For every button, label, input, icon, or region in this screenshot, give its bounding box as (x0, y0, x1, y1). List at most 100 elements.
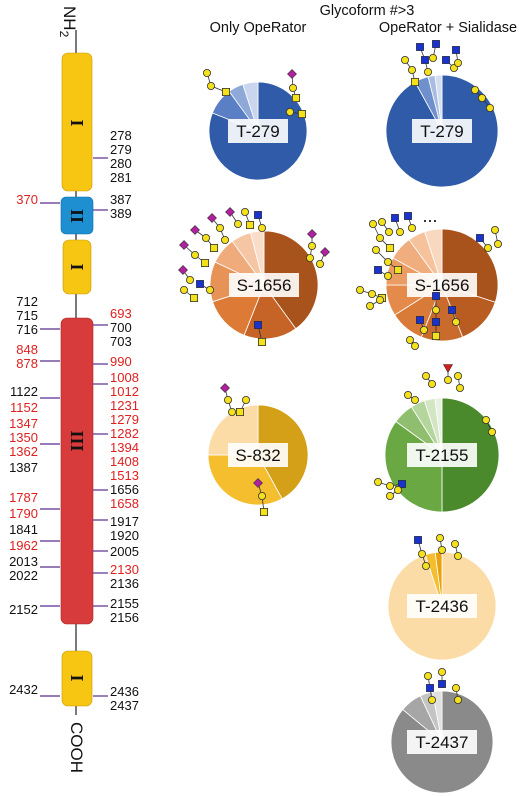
galactose-symbol (220, 235, 229, 244)
site-label-right: 2130 (110, 562, 139, 577)
pie-slice (242, 81, 259, 132)
pie-t-279-operator_sialidase: T-279 (385, 74, 499, 188)
sialic-acid-symbol (190, 225, 200, 235)
galactose-symbol (450, 540, 459, 549)
glcnac-symbol (432, 318, 440, 326)
domain-III (60, 317, 94, 625)
site-label-left: 1962 (9, 538, 38, 553)
site-label-right: 693 (110, 306, 132, 321)
glcnac-symbol (414, 536, 422, 544)
pie-slice (434, 74, 443, 132)
site-label-right: 1920 (110, 528, 139, 543)
more-glycans-marker: ... (422, 206, 437, 226)
galactose-symbol (419, 325, 428, 334)
galnac-symbol (393, 265, 402, 274)
galactose-symbol (371, 245, 380, 254)
c-terminus-label: COOH (67, 722, 86, 773)
galactose-symbol (257, 223, 266, 232)
pie-label-box (407, 273, 477, 297)
galactose-symbol (241, 395, 250, 404)
glycoform-pies: T-279 T-279 S-1656 S-1656 S-832 T-2155 T-2436 T… (207, 74, 500, 794)
site-label-right: 1008 (110, 370, 139, 385)
pie-label-box (229, 273, 299, 297)
column-header-only-operator: Only OpeRator (210, 20, 307, 36)
galactose-symbol (423, 68, 432, 77)
glycan-structures (178, 40, 502, 705)
site-label-left: 712 (16, 294, 38, 309)
glcnac-symbol (452, 46, 460, 54)
galactose-symbol (240, 207, 249, 216)
domain-label-II: II (67, 209, 87, 223)
site-label-right: 1408 (110, 454, 139, 469)
site-label-left: 1790 (9, 506, 38, 521)
galactose-symbol (383, 271, 392, 280)
galactose-symbol (385, 481, 394, 490)
site-label-right: 2436 (110, 684, 139, 699)
glcnac-symbol (254, 321, 262, 329)
pie-s-1656-operator_sialidase: S-1656 (385, 228, 499, 342)
galactose-symbol (400, 56, 409, 65)
galactose-symbol (202, 69, 211, 78)
sialic-acid-symbol (207, 213, 217, 223)
pie-slice (390, 690, 494, 794)
glcnac-symbol (442, 56, 450, 64)
pie-slice (424, 228, 443, 286)
pie-t-279-only_operator: T-279 (208, 81, 308, 181)
site-label-right: 1279 (110, 412, 139, 427)
pie-label-box (407, 443, 477, 467)
protein-backbone: I II I III I NH2 COOH (57, 6, 94, 773)
site-label-left: 370 (16, 192, 38, 207)
sialic-acid-symbol (287, 69, 297, 79)
galactose-symbol (453, 59, 462, 68)
galactose-symbol (305, 253, 314, 262)
galactose-symbol (431, 305, 440, 314)
glycoform-header: Glycoform #>3 (320, 3, 415, 19)
site-label-right: 279 (110, 142, 132, 157)
galactose-symbol (375, 233, 384, 242)
domain-label-I-1: I (67, 119, 87, 126)
site-label-right: 387 (110, 192, 132, 207)
galactose-symbol (190, 250, 199, 259)
site-label-right: 1282 (110, 426, 139, 441)
site-label-left: 1122 (10, 384, 38, 399)
n-terminus: NH2 (57, 6, 79, 38)
site-label-right: 1231 (110, 398, 139, 413)
domain-I-1 (61, 52, 93, 192)
n-terminus-label: NH2 (57, 6, 79, 38)
domain-I-3 (61, 650, 93, 707)
site-label-right: 2155 (110, 596, 139, 611)
glcnac-symbol (398, 480, 406, 488)
galactose-symbol (477, 94, 486, 103)
sialic-acid-symbol (225, 207, 235, 217)
galactose-symbol (233, 219, 242, 228)
galactose-symbol (384, 227, 393, 236)
glcnac-symbol (426, 684, 434, 692)
pie-label: S-832 (235, 446, 280, 465)
galnac-symbol (235, 407, 244, 416)
sialic-acid-symbol (220, 383, 230, 393)
pie-slice (434, 397, 443, 456)
galactose-symbol (215, 223, 224, 232)
pie-label-box (228, 443, 288, 467)
pie-t-2437-operator_sialidase: T-2437 (390, 690, 494, 794)
site-label-right: 1658 (110, 496, 139, 511)
site-label-right: 278 (110, 128, 132, 143)
site-label-left: 716 (16, 322, 38, 337)
fucose-symbol (442, 364, 454, 374)
pie-t-2155-operator_sialidase: T-2155 (384, 397, 500, 513)
galactose-symbol (428, 54, 437, 63)
pie-s-1656-only_operator: S-1656 (209, 230, 319, 340)
pie-label: T-2436 (416, 597, 469, 616)
galactose-symbol (417, 550, 426, 559)
galactose-symbol (288, 84, 297, 93)
site-label-left: 878 (16, 356, 38, 371)
galactose-symbol (487, 427, 496, 436)
galnac-symbol (385, 243, 394, 252)
site-label-left: 1350 (9, 430, 38, 445)
galactose-symbol (443, 375, 452, 384)
galactose-symbol (423, 672, 432, 681)
pie-slice (208, 81, 308, 181)
galactose-symbol (451, 684, 460, 693)
site-label-left: 2013 (9, 554, 38, 569)
glcnac-symbol (432, 292, 440, 300)
